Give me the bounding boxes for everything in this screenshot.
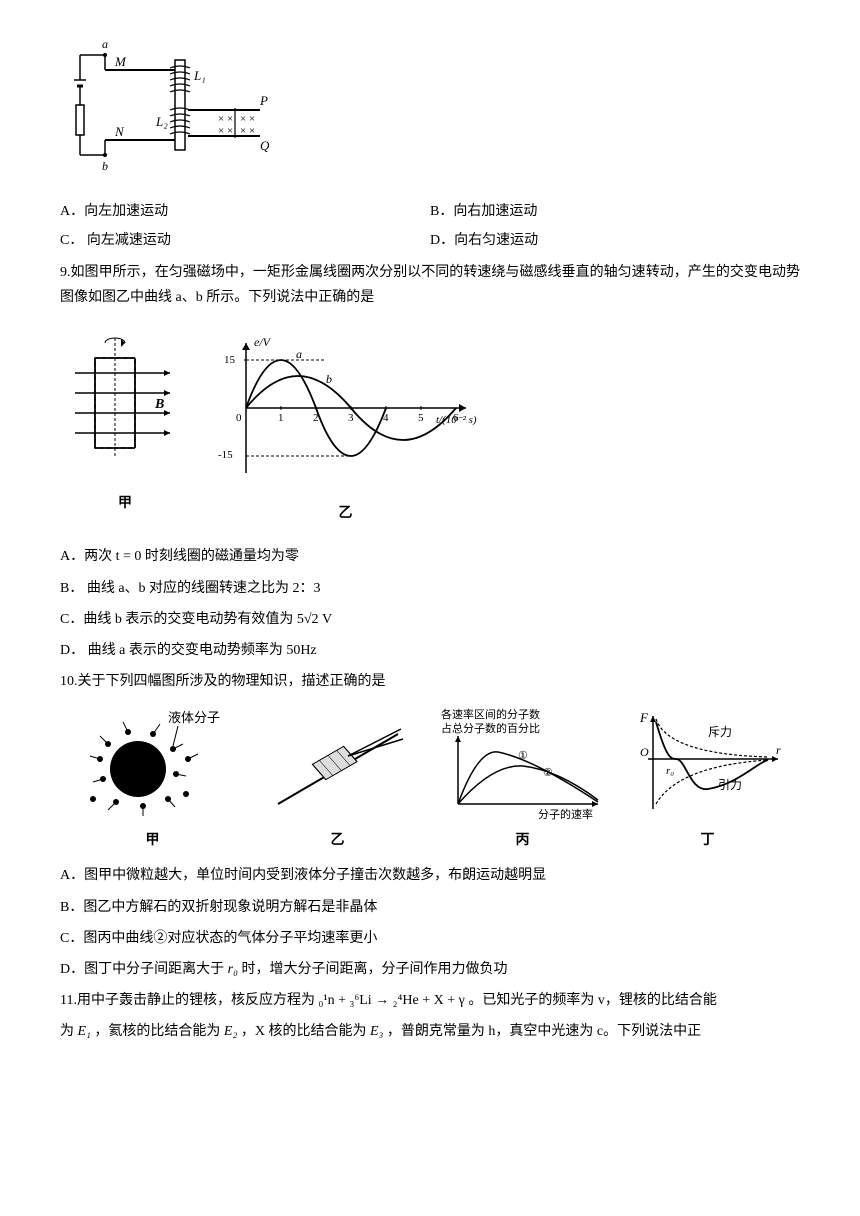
svg-text:b: b: [326, 372, 332, 386]
fig3-xlabel: 分子的速率: [538, 807, 593, 821]
svg-text:a: a: [296, 347, 302, 361]
ylabel: e/V: [254, 335, 272, 349]
svg-text:× ×: × ×: [240, 125, 255, 137]
q10-option-D: D．图丁中分子间距离大于 r₀ 时，增大分子间距离，分子间作用力做负功: [60, 957, 800, 982]
svg-text:r: r: [776, 743, 781, 757]
q8-diagram: a b M N L₁ L₂ P Q: [60, 30, 800, 189]
q10-stem: 10.关于下列四幅图所涉及的物理知识，描述正确的是: [60, 669, 800, 694]
svg-text:15: 15: [224, 354, 236, 366]
label-Q: Q: [260, 138, 270, 153]
svg-text:斥力: 斥力: [708, 725, 732, 739]
fig3-t1: 各速率区间的分子数: [441, 707, 540, 721]
label-M: M: [114, 54, 127, 69]
q11-stem-line1: 11.用中子轰击静止的锂核，核反应方程为 ₀¹n + ₃⁶Li → ₂⁴He +…: [60, 988, 800, 1013]
svg-text:r₀: r₀: [666, 765, 674, 777]
q9-caption-left: 甲: [60, 491, 190, 516]
svg-text:5: 5: [418, 412, 424, 424]
q8-options: A．向左加速运动 B．向右加速运动: [60, 199, 800, 224]
fig3-t2: 占总分子数的百分比: [441, 721, 540, 735]
svg-text:①: ①: [518, 750, 528, 762]
q9-caption-right: 乙: [206, 501, 486, 526]
q8-option-B: B．向右加速运动: [430, 199, 800, 224]
svg-text:× ×: × ×: [240, 113, 255, 125]
q8-option-D: D．向右匀速运动: [430, 228, 800, 253]
q10-option-A: A．图甲中微粒越大，单位时间内受到液体分子撞击次数越多，布朗运动越明显: [60, 863, 800, 888]
label-N: N: [114, 124, 125, 139]
label-a: a: [102, 37, 108, 51]
label-P: P: [259, 93, 268, 108]
q8-options-2: C． 向左减速运动 D．向右匀速运动: [60, 228, 800, 253]
svg-text:1: 1: [278, 412, 284, 424]
q10-option-C: C．图丙中曲线②对应状态的气体分子平均速率更小: [60, 926, 800, 951]
svg-text:-15: -15: [218, 449, 233, 461]
q9-option-B: B． 曲线 a、b 对应的线圈转速之比为 2：3: [60, 576, 800, 601]
q8-option-C: C． 向左减速运动: [60, 228, 430, 253]
label-B: B: [154, 397, 164, 412]
q8-option-A: A．向左加速运动: [60, 199, 430, 224]
q9-option-D: D． 曲线 a 表示的交变电动势频率为 50Hz: [60, 638, 800, 663]
q9-option-A: A．两次 t = 0 时刻线圈的磁通量均为零: [60, 544, 800, 569]
svg-text:0: 0: [236, 412, 242, 424]
q9-stem: 9.如图甲所示，在匀强磁场中，一矩形金属线圈两次分别以不同的转速绕与磁感线垂直的…: [60, 260, 800, 310]
svg-text:O: O: [640, 745, 649, 759]
label-L2: L₂: [155, 114, 168, 129]
label-b: b: [102, 159, 108, 173]
svg-text:× ×: × ×: [218, 113, 233, 125]
fig1-label: 液体分子: [168, 710, 220, 725]
svg-text:× ×: × ×: [218, 125, 233, 137]
svg-text:3: 3: [348, 412, 354, 424]
q11-stem-line2: 为 E₁ ，氦核的比结合能为 E₂ ，X 核的比结合能为 E₃ ，普朗克常量为 …: [60, 1019, 800, 1044]
svg-text:6: 6: [453, 412, 459, 424]
q9-diagrams: B 甲 e/V t/(10⁻² s) 15 -15 0 1 2 3 4: [60, 320, 800, 534]
label-L1: L₁: [193, 68, 206, 83]
svg-text:②: ②: [543, 767, 553, 779]
svg-text:F: F: [639, 710, 649, 725]
q10-option-B: B．图乙中方解石的双折射现象说明方解石是非晶体: [60, 895, 800, 920]
q10-diagrams: 液体分子 甲 乙 各速率区间的分子数 占总分子数的百分比: [60, 704, 800, 853]
q9-option-C: C．曲线 b 表示的交变电动势有效值为 5√2 V: [60, 607, 800, 632]
